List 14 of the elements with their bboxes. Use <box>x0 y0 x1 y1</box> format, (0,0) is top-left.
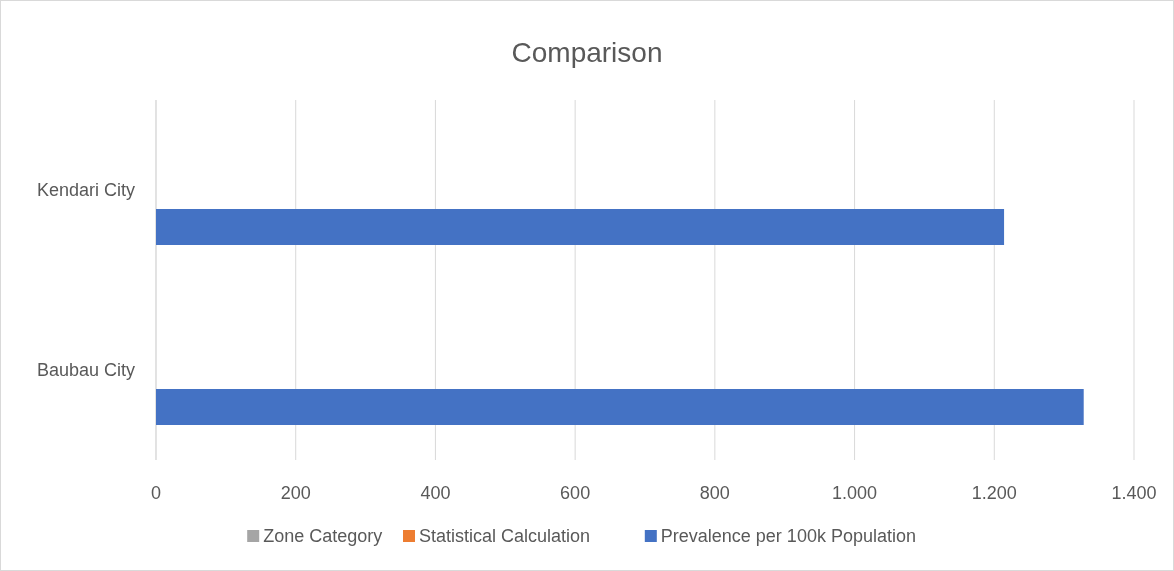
x-tick-label: 0 <box>150 483 162 503</box>
x-tick-label: 1.400 <box>1111 483 1157 503</box>
x-tick-label: 400 <box>420 483 451 503</box>
x-tick-label: 600 <box>560 483 591 503</box>
y-tick-label: Baubau City <box>36 360 135 380</box>
y-tick-label: Kendari City <box>36 180 135 200</box>
x-tick-label: 200 <box>280 483 311 503</box>
x-tick-label: 1.000 <box>832 483 878 503</box>
legend-label: Prevalence per 100k Population <box>660 526 916 546</box>
legend-label: Statistical Calculation <box>419 526 591 546</box>
legend-label: Zone Category <box>263 526 383 546</box>
chart-title: Comparison <box>511 37 663 68</box>
x-tick-label: 800 <box>699 483 730 503</box>
x-tick-label: 1.200 <box>971 483 1017 503</box>
